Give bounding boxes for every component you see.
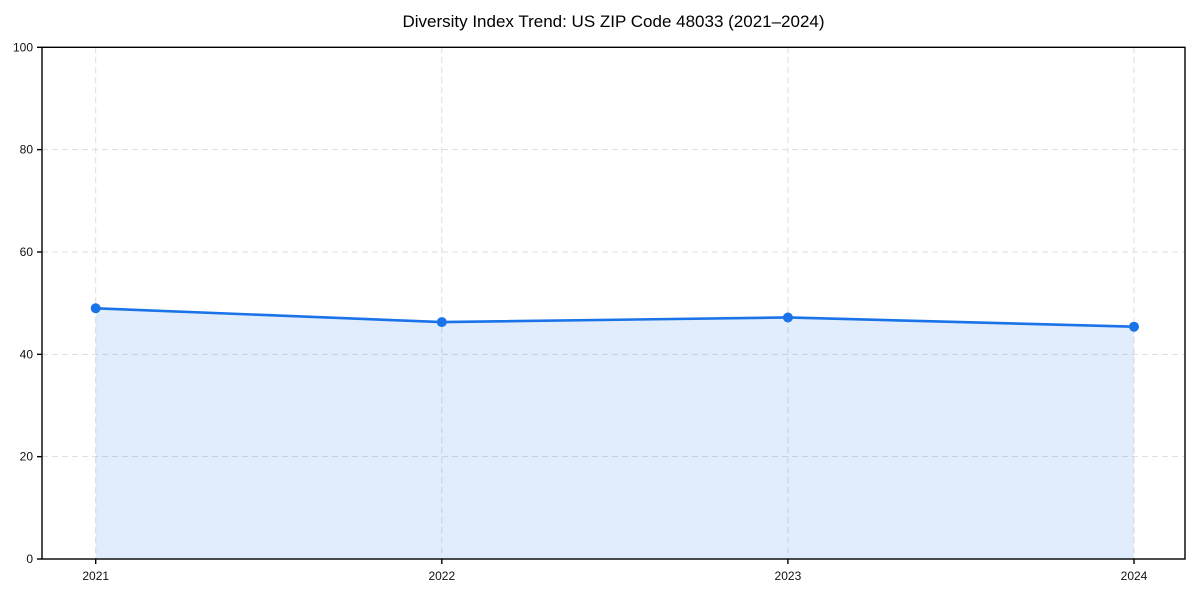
x-tick-label: 2021 (82, 569, 109, 583)
x-tick-label: 2024 (1121, 569, 1148, 583)
y-tick-label: 100 (13, 40, 33, 54)
x-tick-label: 2022 (428, 569, 455, 583)
y-tick-label: 40 (20, 347, 34, 361)
data-point-marker (436, 317, 447, 328)
y-tick-label: 20 (20, 450, 34, 464)
y-tick-label: 60 (20, 245, 34, 259)
y-tick-label: 80 (20, 143, 34, 157)
data-point-marker (782, 312, 793, 323)
data-point-marker (1129, 321, 1139, 332)
trend-line (94, 306, 1136, 328)
y-tick-label: 0 (26, 552, 33, 566)
plot-border (41, 46, 1186, 560)
area-fill (95, 308, 1135, 559)
chart-title: Diversity Index Trend: US ZIP Code 48033… (402, 12, 825, 31)
data-point-marker (90, 303, 101, 314)
x-tick-label: 2023 (775, 569, 802, 583)
